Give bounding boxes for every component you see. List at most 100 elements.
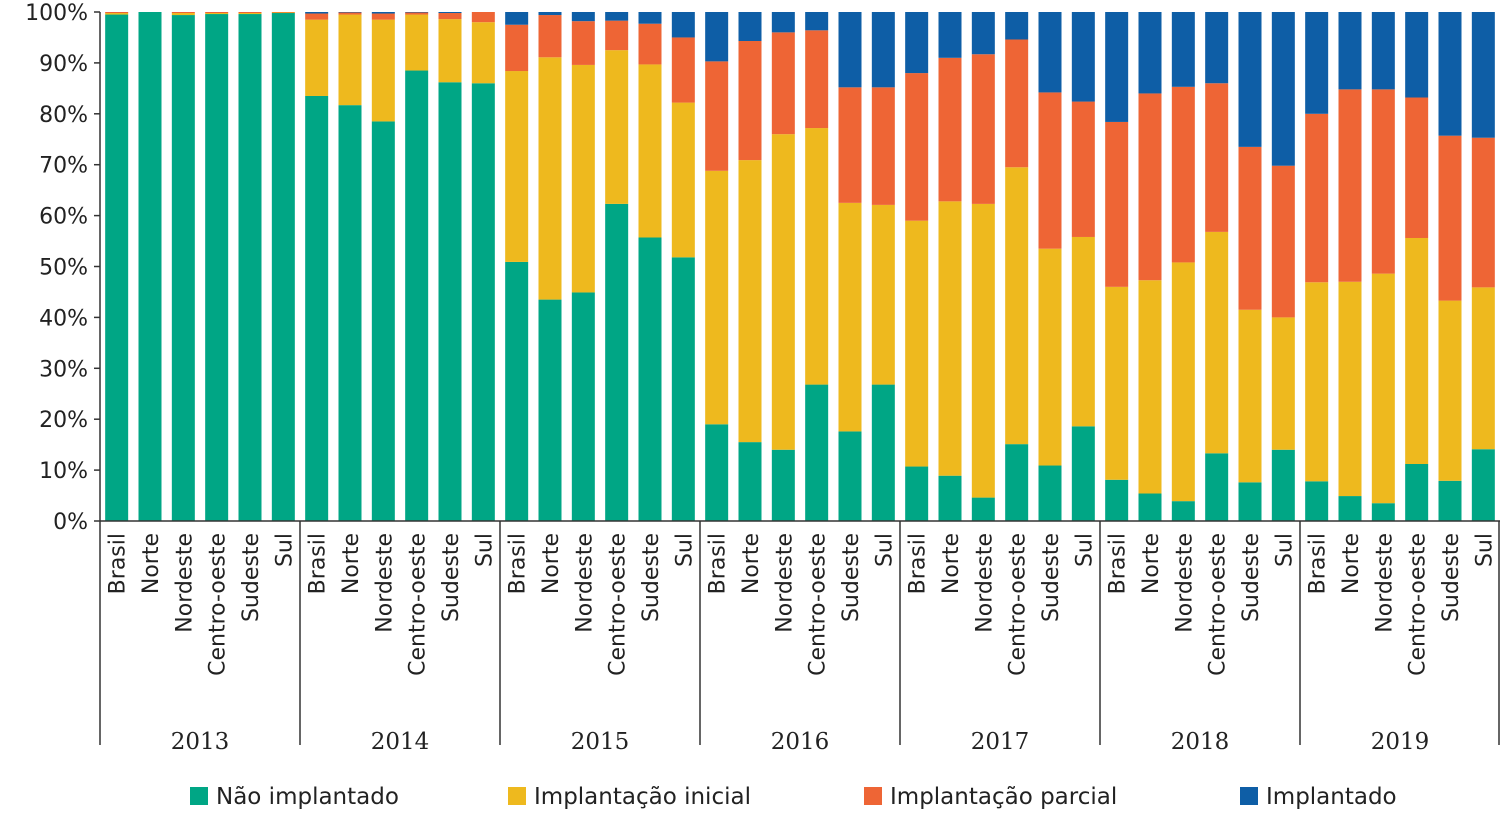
category-label: Norte [139, 533, 164, 594]
bar-segment-2016-nordeste-s1 [771, 134, 795, 450]
bar-segment-2015-brasil-s2 [505, 24, 529, 72]
category-label: Sudeste [839, 533, 864, 622]
bar-segment-2018-nordeste-s1 [1171, 262, 1195, 502]
bar-segment-2016-centro-oeste-s1 [805, 128, 829, 385]
bar-segment-2017-sudeste-s3 [1038, 12, 1062, 93]
bar-segment-2018-nordeste-s2 [1171, 86, 1195, 263]
bar-segment-2014-sul-s0 [471, 83, 495, 521]
bar-segment-2017-sudeste-s0 [1038, 465, 1062, 521]
y-tick-label: 40% [39, 306, 88, 331]
bar-segment-2015-norte-s0 [538, 299, 562, 521]
bar-segment-2016-sul-s1 [871, 204, 895, 385]
bar-segment-2015-brasil-s1 [505, 71, 529, 262]
bar-segment-2014-centro-oeste-s1 [405, 14, 429, 71]
year-label-2017: 2017 [971, 729, 1030, 755]
bar-segment-2013-sudeste-s0 [238, 14, 262, 521]
year-label-2018: 2018 [1171, 729, 1230, 755]
category-label: Centro-oeste [1406, 533, 1431, 676]
bar-segment-2017-nordeste-s2 [971, 54, 995, 204]
category-label: Sudeste [639, 533, 664, 622]
bar-segment-2018-sudeste-s1 [1238, 309, 1262, 483]
bar-segment-2014-brasil-s0 [305, 95, 329, 522]
bar-segment-2016-nordeste-s3 [771, 12, 795, 33]
bar-segment-2017-sul-s2 [1071, 101, 1095, 237]
bar-segment-2014-norte-s0 [338, 105, 362, 522]
bar-segment-2018-centro-oeste-s3 [1205, 12, 1229, 84]
legend: Não implantado Implantação inicial Implant… [190, 784, 1397, 810]
category-label: Brasil [306, 533, 331, 594]
bar-segment-2016-norte-s0 [738, 442, 762, 521]
category-label: Norte [1339, 533, 1364, 594]
labels-group: 0% 10% 20% 30% 40% 50% 60% 70% 80% 90% 100% Brasil N… [25, 1, 1497, 755]
year-label-2016: 2016 [771, 729, 830, 755]
bar-segment-2018-nordeste-s3 [1171, 12, 1195, 87]
category-label: Brasil [106, 533, 131, 594]
category-label: Sul [1272, 533, 1297, 567]
bar-segment-2015-sul-s0 [671, 257, 695, 521]
bar-segment-2017-norte-s3 [938, 12, 962, 58]
bar-segment-2014-nordeste-s3 [371, 12, 395, 14]
bar-segment-2013-brasil-s0 [105, 14, 129, 522]
legend-swatch-3 [1240, 787, 1258, 805]
bar-segment-2018-brasil-s1 [1105, 286, 1129, 480]
bar-segment-2015-centro-oeste-s3 [605, 12, 629, 21]
bar-segment-2014-sul-s1 [471, 22, 495, 84]
bar-segment-2014-brasil-s1 [305, 19, 329, 96]
bar-segment-2013-norte-s0 [138, 12, 162, 521]
bar-segment-2015-nordeste-s0 [571, 292, 595, 521]
bar-segment-2015-centro-oeste-s2 [605, 20, 629, 51]
legend-swatch-2 [864, 787, 882, 805]
bar-segment-2014-sudeste-s2 [438, 13, 462, 20]
bar-segment-2013-nordeste-s2 [171, 12, 195, 14]
bar-segment-2018-nordeste-s0 [1171, 501, 1195, 521]
bar-segment-2013-centro-oeste-s2 [205, 12, 229, 14]
bar-segment-2014-nordeste-s1 [371, 19, 395, 122]
bar-segment-2016-brasil-s3 [705, 12, 729, 62]
bar-segment-2019-sul-s0 [1471, 449, 1495, 521]
bar-segment-2015-centro-oeste-s1 [605, 50, 629, 204]
category-label: Sudeste [239, 533, 264, 622]
bar-segment-2019-sul-s3 [1471, 12, 1495, 138]
bar-segment-2017-norte-s1 [938, 201, 962, 476]
bar-segment-2019-brasil-s0 [1305, 481, 1329, 521]
bar-segment-2017-norte-s2 [938, 57, 962, 202]
category-label: Sudeste [1439, 533, 1464, 622]
category-label: Centro-oeste [206, 533, 231, 676]
bar-segment-2019-norte-s1 [1338, 281, 1362, 497]
bar-segment-2015-norte-s1 [538, 57, 562, 300]
bar-segment-2019-norte-s3 [1338, 12, 1362, 90]
category-label: Nordeste [972, 533, 997, 633]
y-tick-label: 50% [39, 256, 88, 281]
bar-segment-2017-sul-s0 [1071, 426, 1095, 521]
category-label: Nordeste [1172, 533, 1197, 633]
bar-segment-2017-brasil-s3 [905, 12, 929, 74]
category-label: Sul [1072, 533, 1097, 567]
bar-segment-2019-nordeste-s0 [1371, 503, 1395, 521]
category-label: Norte [739, 533, 764, 594]
year-label-2014: 2014 [371, 729, 430, 755]
bar-segment-2019-nordeste-s2 [1371, 89, 1395, 274]
bar-segment-2016-brasil-s2 [705, 61, 729, 171]
bar-segment-2013-sudeste-s2 [238, 12, 262, 14]
legend-label-2: Implantação parcial [890, 784, 1117, 810]
category-label: Brasil [1106, 533, 1131, 594]
bar-segment-2015-sul-s3 [671, 12, 695, 38]
bar-segment-2018-sudeste-s0 [1238, 482, 1262, 521]
bar-segment-2016-centro-oeste-s0 [805, 384, 829, 521]
bar-segment-2014-nordeste-s0 [371, 121, 395, 521]
bar-segment-2014-norte-s1 [338, 14, 362, 106]
year-label-2015: 2015 [571, 729, 630, 755]
bar-segment-2016-sudeste-s1 [838, 202, 862, 432]
bar-segment-2019-centro-oeste-s0 [1405, 463, 1429, 521]
bar-segment-2013-brasil-s2 [105, 12, 129, 14]
bar-segment-2015-nordeste-s1 [571, 64, 595, 293]
bar-segment-2019-sudeste-s3 [1438, 12, 1462, 136]
y-tick-label: 0% [53, 510, 88, 535]
bar-segment-2014-norte-s3 [338, 12, 362, 13]
category-label: Sul [472, 533, 497, 567]
bar-segment-2015-sul-s2 [671, 37, 695, 103]
year-label-2013: 2013 [171, 729, 230, 755]
bar-segment-2017-centro-oeste-s2 [1005, 39, 1029, 168]
bar-segment-2019-sudeste-s1 [1438, 300, 1462, 481]
bar-segment-2017-norte-s0 [938, 475, 962, 521]
